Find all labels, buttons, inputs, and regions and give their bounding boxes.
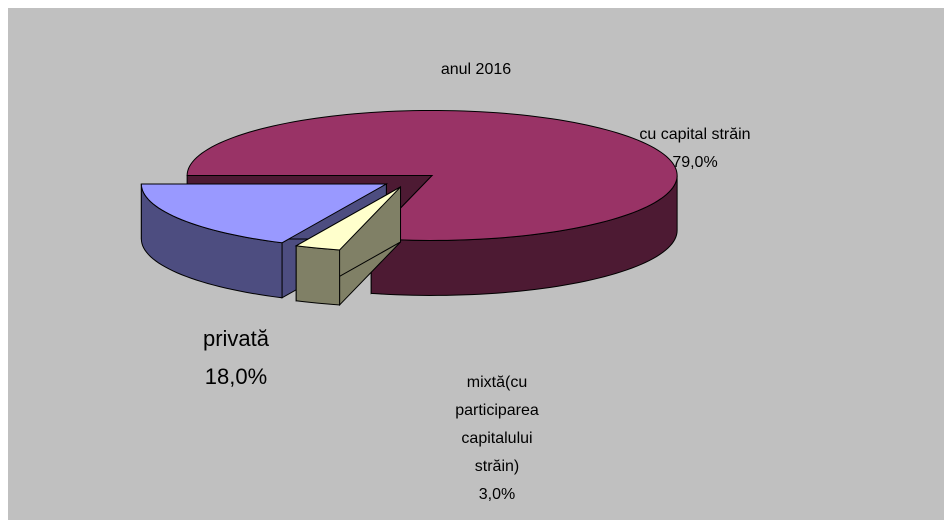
label-line: participarea (455, 402, 539, 419)
slice-top (140, 183, 389, 244)
slice-top (186, 109, 678, 241)
label-line: mixtă(cu (467, 374, 527, 391)
value-label: 79,0% (672, 154, 717, 171)
chart-title: anul 2016 (441, 61, 511, 78)
value-label: 3,0% (479, 486, 515, 503)
value-label: 18,0% (205, 364, 267, 389)
slice-top (294, 186, 401, 251)
data-label: privată (203, 326, 270, 351)
data-label: mixtă(cu participarea capitalului străin) (455, 374, 539, 475)
data-label: cu capital străin (639, 126, 750, 143)
slice (294, 185, 402, 307)
label-line: capitalului (461, 430, 532, 447)
label-line: străin) (475, 458, 519, 475)
slice-wall (295, 245, 341, 306)
